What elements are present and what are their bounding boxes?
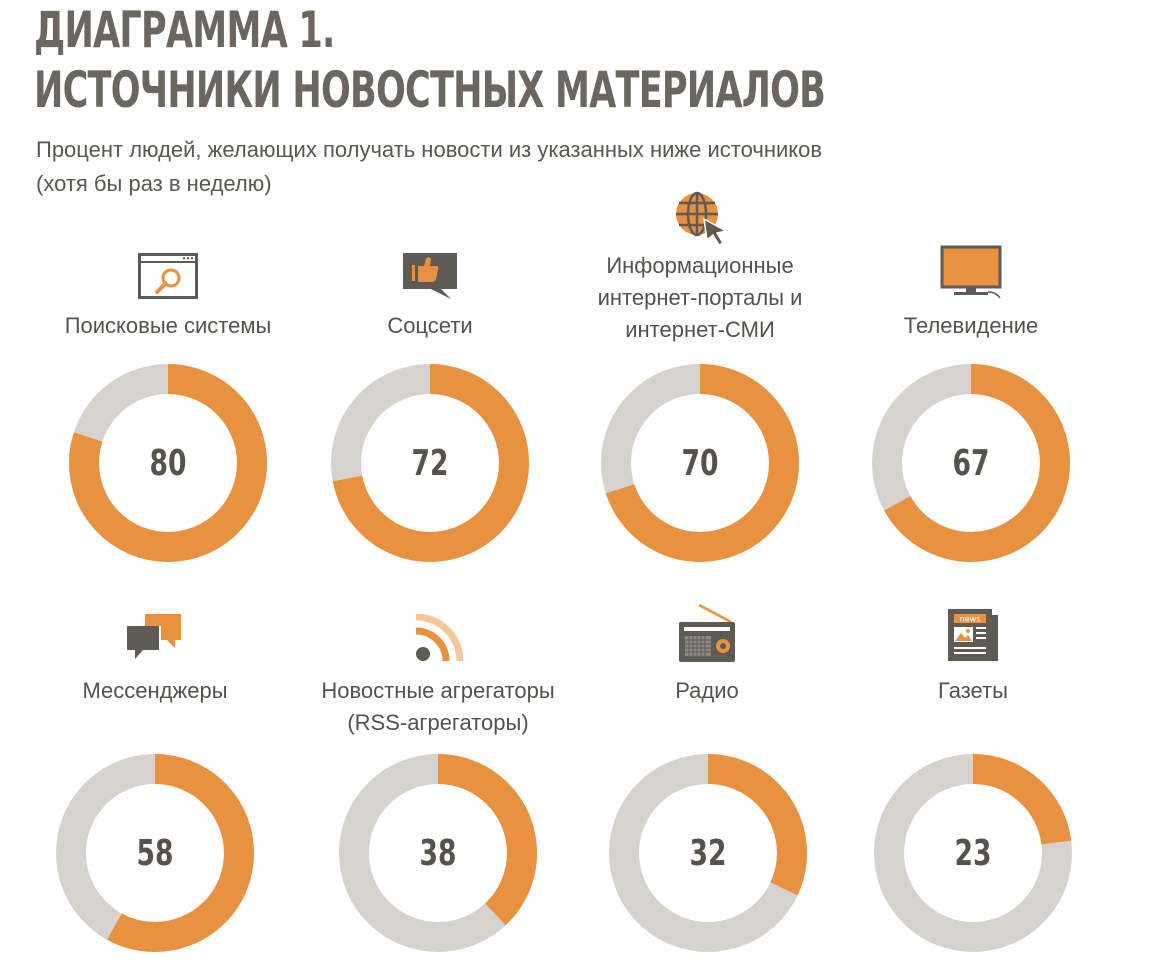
donut-value: 72 xyxy=(411,442,449,484)
source-label: Телевидение xyxy=(836,310,1106,342)
chat-bubbles-icon xyxy=(125,612,185,669)
donut-chart: 23 xyxy=(873,753,1073,953)
source-label-line: Соцсети xyxy=(387,313,473,338)
source-label: Газеты xyxy=(838,675,1108,707)
globe-cursor-icon xyxy=(671,189,729,252)
donut-value-arc xyxy=(69,364,267,562)
source-cell-messengers: Мессенджеры 58 xyxy=(20,610,290,955)
donut-value: 32 xyxy=(689,832,727,874)
source-label: Информационные интернет-порталы и интерн… xyxy=(565,250,835,346)
source-cell-radio: Радио 32 xyxy=(572,600,842,955)
donut-value: 70 xyxy=(681,442,719,484)
chart-title-line-1: ДИАГРАММА 1. xyxy=(34,1,335,59)
donut-value-arc xyxy=(331,364,529,562)
donut-value: 67 xyxy=(952,442,990,484)
source-label: Соцсети xyxy=(295,310,565,342)
browser-search-icon xyxy=(138,253,198,304)
donut-value: 58 xyxy=(136,832,174,874)
rss-icon xyxy=(413,613,464,669)
source-label: Мессенджеры xyxy=(20,675,290,707)
source-cell-search: Поисковые системы 80 xyxy=(33,245,303,575)
source-label-line: Новостные агрегаторы xyxy=(321,678,555,703)
source-label-line: Информационные xyxy=(606,253,794,278)
donut-value-arc xyxy=(339,754,537,952)
tv-icon xyxy=(940,245,1002,304)
source-label-line: Мессенджеры xyxy=(82,678,228,703)
radio-icon xyxy=(675,602,739,669)
chart-subtitle: Процент людей, желающих получать новости… xyxy=(36,133,996,201)
thumbs-up-chat-icon xyxy=(401,251,459,306)
source-cell-newspapers: news Газеты 23 xyxy=(838,605,1108,955)
donut-chart: 70 xyxy=(600,363,800,563)
donut-value-arc xyxy=(56,754,254,952)
source-label: Радио xyxy=(572,675,842,707)
source-label-line: Газеты xyxy=(938,678,1008,703)
donut-value-arc xyxy=(609,754,807,952)
donut-value: 38 xyxy=(419,832,457,874)
donut-value: 23 xyxy=(954,832,992,874)
source-cell-social: Соцсети 72 xyxy=(295,245,565,575)
donut-value-arc xyxy=(874,754,1072,952)
donut-chart: 80 xyxy=(68,363,268,563)
chart-subtitle-line-2: (хотя бы раз в неделю) xyxy=(36,171,272,196)
source-cell-rss: Новостные агрегаторы (RSS-агрегаторы) 38 xyxy=(303,610,573,955)
newspaper-news-text: news xyxy=(960,615,981,624)
donut-value: 80 xyxy=(149,442,187,484)
source-label-line: Телевидение xyxy=(903,313,1039,338)
source-label-line: Поисковые системы xyxy=(64,313,272,338)
newspaper-icon: news xyxy=(946,607,1000,668)
source-label: Новостные агрегаторы (RSS-агрегаторы) xyxy=(303,675,573,739)
donut-chart: 32 xyxy=(608,753,808,953)
chart-title: ДИАГРАММА 1. ИСТОЧНИКИ НОВОСТНЫХ МАТЕРИА… xyxy=(34,0,826,120)
donut-chart: 38 xyxy=(338,753,538,953)
donut-chart: 72 xyxy=(330,363,530,563)
chart-subtitle-line-1: Процент людей, желающих получать новости… xyxy=(36,137,823,162)
source-label-line: интернет-СМИ xyxy=(625,317,775,342)
source-cell-tv: Телевидение 67 xyxy=(836,245,1106,575)
source-cell-portals: Информационные интернет-порталы и интерн… xyxy=(565,185,835,575)
chart-title-line-2: ИСТОЧНИКИ НОВОСТНЫХ МАТЕРИАЛОВ xyxy=(34,61,826,119)
source-label-line: интернет-порталы и xyxy=(597,285,803,310)
source-label-line: (RSS-агрегаторы) xyxy=(347,710,529,735)
source-label: Поисковые системы xyxy=(33,310,303,342)
donut-value-arc xyxy=(872,364,1070,562)
donut-chart: 58 xyxy=(55,753,255,953)
donut-value-arc xyxy=(601,364,799,562)
source-label-line: Радио xyxy=(675,678,739,703)
donut-chart: 67 xyxy=(871,363,1071,563)
